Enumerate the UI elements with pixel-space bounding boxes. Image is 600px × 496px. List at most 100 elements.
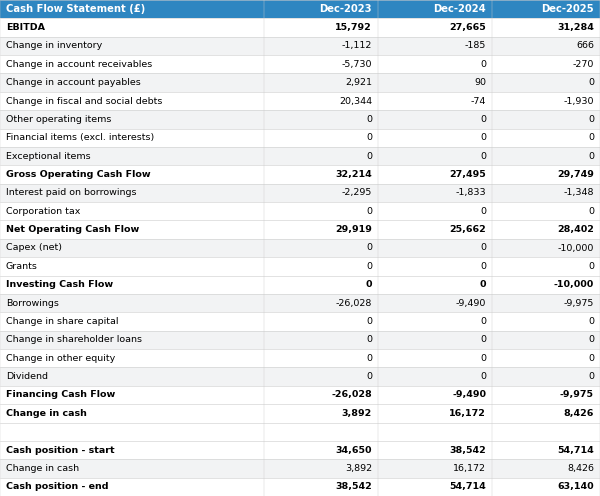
Text: 0: 0 [479, 280, 486, 289]
Text: 3,892: 3,892 [345, 464, 372, 473]
Text: 54,714: 54,714 [449, 482, 486, 492]
Text: -9,975: -9,975 [560, 390, 594, 399]
Text: 25,662: 25,662 [449, 225, 486, 234]
Text: 0: 0 [588, 152, 594, 161]
Text: 0: 0 [366, 317, 372, 326]
Text: 29,749: 29,749 [557, 170, 594, 179]
Text: Change in cash: Change in cash [6, 464, 79, 473]
Text: Other operating items: Other operating items [6, 115, 112, 124]
Text: 16,172: 16,172 [449, 409, 486, 418]
Text: Exceptional items: Exceptional items [6, 152, 91, 161]
Text: Capex (net): Capex (net) [6, 244, 62, 252]
Text: -26,028: -26,028 [335, 299, 372, 308]
Text: 0: 0 [365, 280, 372, 289]
Text: Interest paid on borrowings: Interest paid on borrowings [6, 188, 137, 197]
Text: Cash position - start: Cash position - start [6, 445, 115, 454]
Text: 31,284: 31,284 [557, 23, 594, 32]
Text: 0: 0 [588, 115, 594, 124]
Text: Change in account payables: Change in account payables [6, 78, 141, 87]
Text: 0: 0 [480, 372, 486, 381]
Text: 0: 0 [588, 354, 594, 363]
Text: 0: 0 [366, 133, 372, 142]
FancyBboxPatch shape [0, 404, 600, 423]
FancyBboxPatch shape [0, 478, 600, 496]
FancyBboxPatch shape [0, 0, 600, 18]
Text: -26,028: -26,028 [331, 390, 372, 399]
Text: 2,921: 2,921 [345, 78, 372, 87]
Text: Cash Flow Statement (£): Cash Flow Statement (£) [6, 4, 145, 14]
Text: -270: -270 [572, 60, 594, 69]
FancyBboxPatch shape [0, 423, 600, 441]
Text: -2,295: -2,295 [341, 188, 372, 197]
Text: 90: 90 [474, 78, 486, 87]
Text: Change in other equity: Change in other equity [6, 354, 115, 363]
Text: Financial items (excl. interests): Financial items (excl. interests) [6, 133, 154, 142]
Text: 0: 0 [366, 262, 372, 271]
Text: 0: 0 [588, 317, 594, 326]
FancyBboxPatch shape [0, 276, 600, 294]
Text: Dec-2023: Dec-2023 [320, 4, 372, 14]
Text: -10,000: -10,000 [554, 280, 594, 289]
Text: 38,542: 38,542 [449, 445, 486, 454]
Text: 15,792: 15,792 [335, 23, 372, 32]
Text: 3,892: 3,892 [342, 409, 372, 418]
FancyBboxPatch shape [0, 92, 600, 110]
Text: 8,426: 8,426 [567, 464, 594, 473]
FancyBboxPatch shape [0, 349, 600, 368]
Text: -74: -74 [470, 97, 486, 106]
Text: 0: 0 [480, 133, 486, 142]
Text: 29,919: 29,919 [335, 225, 372, 234]
Text: -5,730: -5,730 [341, 60, 372, 69]
Text: 0: 0 [366, 372, 372, 381]
Text: 0: 0 [588, 133, 594, 142]
FancyBboxPatch shape [0, 202, 600, 220]
Text: 0: 0 [588, 372, 594, 381]
FancyBboxPatch shape [0, 239, 600, 257]
Text: 0: 0 [588, 335, 594, 344]
Text: Change in share capital: Change in share capital [6, 317, 119, 326]
Text: -1,930: -1,930 [563, 97, 594, 106]
Text: 0: 0 [480, 244, 486, 252]
FancyBboxPatch shape [0, 55, 600, 73]
FancyBboxPatch shape [0, 312, 600, 331]
FancyBboxPatch shape [0, 73, 600, 92]
FancyBboxPatch shape [0, 37, 600, 55]
Text: Financing Cash Flow: Financing Cash Flow [6, 390, 115, 399]
Text: 0: 0 [588, 262, 594, 271]
Text: Dividend: Dividend [6, 372, 48, 381]
FancyBboxPatch shape [0, 331, 600, 349]
Text: 0: 0 [588, 207, 594, 216]
FancyBboxPatch shape [0, 147, 600, 165]
Text: Change in account receivables: Change in account receivables [6, 60, 152, 69]
Text: EBITDA: EBITDA [6, 23, 45, 32]
Text: -1,348: -1,348 [563, 188, 594, 197]
Text: -10,000: -10,000 [557, 244, 594, 252]
Text: Change in fiscal and social debts: Change in fiscal and social debts [6, 97, 163, 106]
Text: 0: 0 [480, 317, 486, 326]
FancyBboxPatch shape [0, 18, 600, 37]
Text: 0: 0 [480, 335, 486, 344]
Text: -9,490: -9,490 [452, 390, 486, 399]
Text: 0: 0 [480, 262, 486, 271]
Text: Net Operating Cash Flow: Net Operating Cash Flow [6, 225, 139, 234]
FancyBboxPatch shape [0, 386, 600, 404]
FancyBboxPatch shape [0, 110, 600, 128]
Text: Investing Cash Flow: Investing Cash Flow [6, 280, 113, 289]
Text: 32,214: 32,214 [335, 170, 372, 179]
Text: 0: 0 [366, 152, 372, 161]
Text: Change in cash: Change in cash [6, 409, 87, 418]
FancyBboxPatch shape [0, 441, 600, 459]
Text: 0: 0 [588, 78, 594, 87]
Text: 0: 0 [480, 152, 486, 161]
Text: 34,650: 34,650 [335, 445, 372, 454]
Text: -1,112: -1,112 [341, 42, 372, 51]
FancyBboxPatch shape [0, 294, 600, 312]
FancyBboxPatch shape [0, 128, 600, 147]
FancyBboxPatch shape [0, 220, 600, 239]
FancyBboxPatch shape [0, 184, 600, 202]
Text: Change in inventory: Change in inventory [6, 42, 102, 51]
Text: 0: 0 [480, 115, 486, 124]
Text: Dec-2025: Dec-2025 [541, 4, 594, 14]
Text: -185: -185 [464, 42, 486, 51]
Text: 54,714: 54,714 [557, 445, 594, 454]
